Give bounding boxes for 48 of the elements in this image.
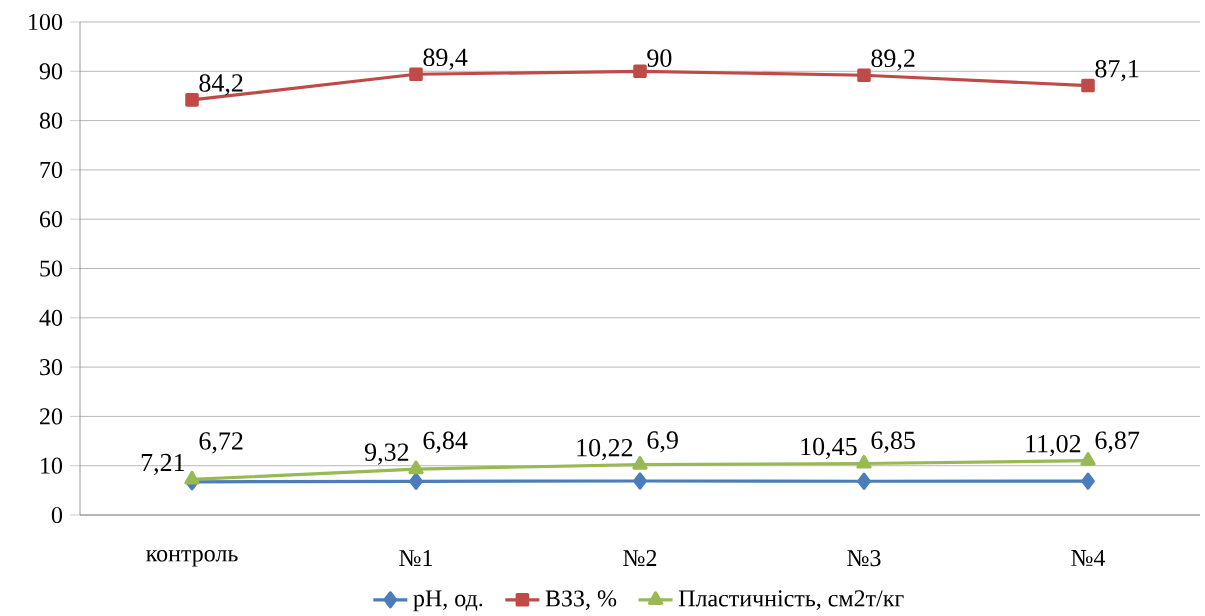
data-label: 9,32	[364, 443, 409, 465]
point	[1081, 472, 1095, 490]
point	[633, 64, 647, 79]
point	[409, 67, 423, 82]
data-label: 6,72	[199, 432, 243, 454]
legend-label: Пластичність, см2т/кг	[678, 590, 904, 610]
y-tick-label: 50	[40, 260, 63, 277]
data-label: 6,84	[423, 431, 468, 453]
data-label: 6,87	[1095, 431, 1140, 453]
point	[408, 460, 424, 475]
y-tick-label: 90	[39, 63, 63, 80]
y-tick-label: 40	[39, 309, 63, 326]
y-tick-label: 20	[40, 408, 63, 425]
y-tick-label: 100	[29, 13, 63, 31]
point	[185, 93, 199, 107]
point	[856, 454, 872, 469]
x-tick-label: №3	[847, 550, 881, 567]
data-label: 84,2	[199, 74, 243, 96]
data-label: 11,02	[1026, 434, 1081, 457]
point	[409, 472, 423, 490]
data-label: 6,9	[647, 431, 678, 453]
y-tick-label: 70	[40, 161, 63, 179]
legend-label: ВЗЗ, %	[545, 590, 617, 610]
point	[857, 472, 871, 490]
x-tick-label: контроль	[146, 550, 238, 567]
y-tick-label: 0	[51, 506, 63, 524]
point	[1080, 452, 1096, 466]
data-label: 10,45	[801, 437, 857, 460]
legend-label: pH, од.	[413, 590, 483, 612]
y-tick-label: 30	[40, 358, 63, 376]
point	[632, 456, 648, 470]
x-tick-label: №2	[623, 550, 657, 566]
data-label: 89,4	[423, 48, 468, 70]
y-tick-label: 10	[41, 457, 63, 474]
x-tick-label: №1	[399, 550, 433, 566]
data-label: 90	[647, 49, 672, 67]
point	[633, 472, 647, 490]
y-tick-label: 60	[39, 211, 63, 228]
x-tick-label: №4	[1071, 550, 1106, 566]
y-tick-label: 80	[39, 112, 63, 129]
point	[857, 68, 871, 83]
data-label: 7,21	[141, 453, 185, 476]
data-label: 6,85	[871, 431, 915, 453]
data-label: 87,1	[1095, 59, 1139, 82]
point	[1081, 78, 1095, 93]
data-label: 89,2	[871, 49, 915, 71]
data-label: 10,22	[577, 438, 633, 461]
point	[184, 470, 200, 485]
